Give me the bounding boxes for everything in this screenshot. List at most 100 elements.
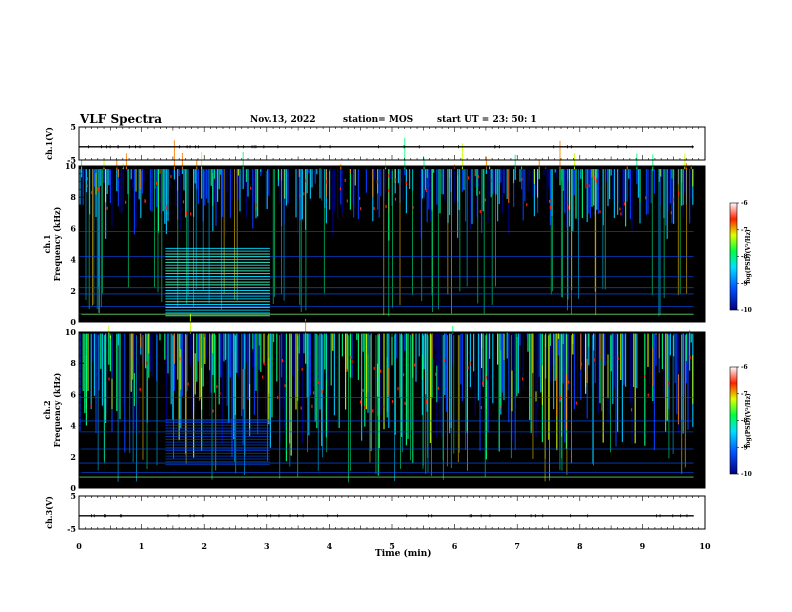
intense-peak (358, 196, 361, 200)
colorbar-tick-label: -10 (741, 307, 752, 314)
intense-peak (86, 184, 88, 188)
intense-peak (484, 198, 486, 202)
y-axis-label: ch.1(V) (44, 127, 54, 160)
intense-peak (262, 375, 264, 379)
intense-peak (155, 181, 158, 185)
intense-peak (277, 395, 279, 399)
intense-peak (414, 363, 416, 367)
intense-peak (360, 400, 362, 404)
intense-peak (301, 367, 303, 371)
intense-peak (300, 406, 302, 410)
intense-peak (139, 387, 141, 391)
colorbar-label: log(PSD)(V²/Hz) (745, 393, 752, 448)
intense-peak (299, 194, 301, 198)
intense-peak (144, 199, 146, 203)
colorbar-tick-label: -7 (741, 391, 748, 398)
intense-peak (559, 396, 561, 400)
x-tick-label: 1 (139, 541, 145, 551)
intense-peak (187, 382, 189, 386)
intense-peak (593, 358, 595, 362)
intense-peak (443, 358, 446, 362)
x-tick-label: 10 (699, 541, 711, 551)
intense-peak (620, 212, 622, 216)
intense-peak (346, 368, 348, 372)
x-tick-label: 0 (76, 541, 82, 551)
y-tick-label: 8 (70, 192, 76, 202)
intense-peak (405, 181, 407, 185)
intense-peak (317, 381, 319, 385)
intense-peak (219, 391, 221, 395)
intense-peak (479, 209, 481, 213)
y-axis-label: ch.3(V) (44, 496, 54, 529)
intense-peak (350, 355, 352, 359)
intense-peak (212, 409, 214, 413)
intense-peak (645, 196, 647, 200)
intense-peak (376, 180, 378, 184)
intense-peak (395, 178, 397, 182)
intense-peak (311, 404, 313, 408)
intense-peak (526, 203, 528, 207)
intense-peak (630, 408, 633, 412)
intense-peak (216, 385, 218, 389)
intense-peak (586, 183, 588, 187)
intense-peak (568, 380, 570, 384)
intense-peak (364, 405, 366, 409)
y-axis-label-channel: ch.1 (42, 234, 52, 253)
y-axis-label-frequency: Frequency (kHz) (52, 372, 62, 447)
intense-peak (668, 381, 670, 385)
intense-peak (477, 175, 479, 179)
spectrogram-end-mask (693, 166, 705, 322)
intense-peak (670, 211, 672, 215)
colorbar-label: log(PSD)(V²/Hz) (745, 229, 752, 284)
intense-peak (146, 361, 148, 365)
intense-peak (312, 391, 315, 395)
intense-peak (388, 189, 390, 193)
chart-title: VLF Spectra (80, 112, 163, 126)
intense-peak (623, 202, 625, 206)
colorbar-tick-label: -6 (741, 364, 748, 371)
intense-peak (566, 200, 568, 204)
colorbar-tick-label: -9 (741, 444, 748, 451)
intense-peak (521, 177, 523, 181)
y-tick-label: 0 (70, 317, 76, 327)
y-tick-label: 10 (65, 161, 77, 171)
intense-peak (326, 180, 328, 184)
intense-peak (351, 360, 353, 364)
x-tick-label: 5 (389, 541, 395, 551)
intense-peak (106, 206, 108, 210)
intense-peak (190, 212, 192, 216)
colorbar-tick-label: -10 (741, 471, 752, 478)
intense-peak (263, 362, 265, 366)
intense-peak (379, 369, 382, 373)
y-axis-label-frequency: Frequency (kHz) (52, 206, 62, 281)
intense-peak (91, 191, 93, 195)
intense-peak (595, 179, 598, 183)
intense-peak (567, 205, 569, 209)
intense-peak (435, 372, 437, 376)
y-tick-label: 2 (70, 286, 76, 296)
colorbar-tick-label: -9 (741, 280, 748, 287)
x-tick-label: 8 (577, 541, 583, 551)
intense-peak (267, 360, 269, 364)
intense-peak (647, 393, 649, 397)
intense-peak (108, 377, 110, 381)
date-label: Nov.13, 2022 (250, 115, 316, 125)
intense-peak (499, 405, 501, 409)
x-axis-label: Time (min) (375, 549, 432, 559)
colorbar (729, 202, 738, 311)
intense-peak (619, 207, 621, 211)
intense-peak (575, 401, 577, 405)
intense-peak (321, 389, 323, 393)
y-tick-label: 5 (70, 122, 76, 132)
intense-peak (478, 191, 481, 195)
x-tick-label: 9 (640, 541, 646, 551)
x-tick-label: 2 (201, 541, 207, 551)
intense-peak (392, 400, 394, 404)
colorbar-tick-label: -8 (741, 254, 748, 261)
intense-peak (490, 178, 492, 182)
y-tick-label: -5 (67, 524, 76, 534)
intense-peak (404, 401, 406, 405)
intense-peak (480, 406, 482, 410)
intense-peak (305, 179, 307, 183)
